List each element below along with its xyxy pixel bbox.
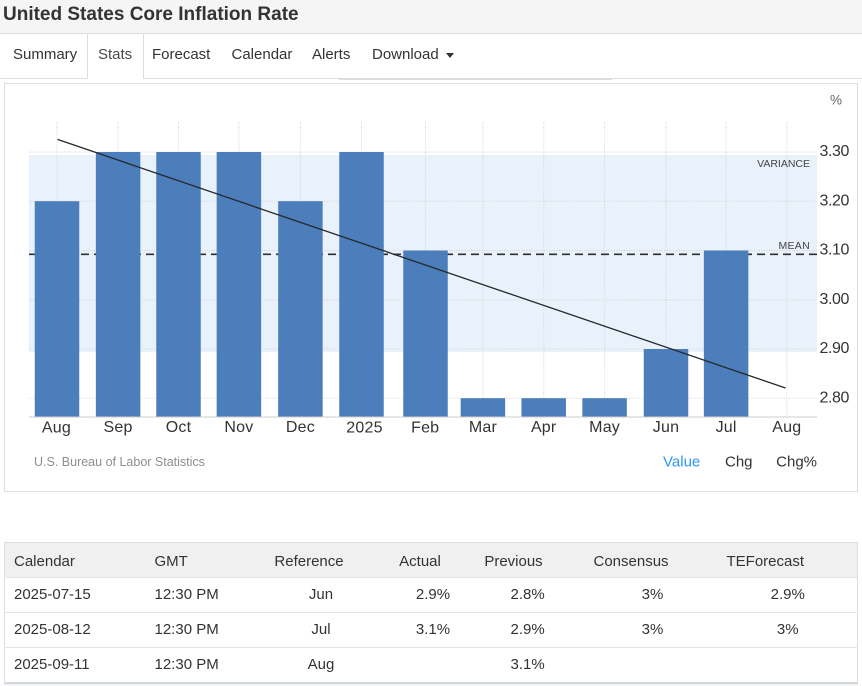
svg-text:2.80: 2.80	[820, 389, 850, 406]
svg-text:2.90: 2.90	[820, 340, 850, 357]
svg-text:Aug: Aug	[772, 419, 801, 436]
svg-text:2025: 2025	[346, 419, 382, 436]
svg-text:3.20: 3.20	[820, 192, 850, 209]
svg-text:Sep: Sep	[104, 419, 133, 436]
svg-text:Chg%: Chg%	[776, 454, 817, 471]
svg-text:%: %	[830, 93, 842, 108]
svg-text:U.S. Bureau of Labor Statistic: U.S. Bureau of Labor Statistics	[34, 455, 205, 469]
svg-text:Feb: Feb	[411, 419, 439, 436]
svg-text:MEAN: MEAN	[778, 240, 810, 252]
svg-text:3.00: 3.00	[820, 291, 850, 308]
svg-text:Mar: Mar	[469, 419, 498, 436]
svg-text:Apr: Apr	[531, 419, 557, 436]
svg-text:Jun: Jun	[653, 419, 679, 436]
svg-text:3.10: 3.10	[820, 242, 850, 259]
svg-text:3.30: 3.30	[820, 143, 850, 160]
svg-text:Value: Value	[663, 454, 700, 471]
svg-text:Nov: Nov	[224, 419, 253, 436]
svg-text:May: May	[589, 419, 620, 436]
svg-text:Dec: Dec	[286, 419, 315, 436]
svg-text:Oct: Oct	[166, 419, 192, 436]
svg-text:VARIANCE: VARIANCE	[757, 158, 810, 170]
svg-text:Chg: Chg	[725, 454, 753, 471]
svg-text:Jul: Jul	[716, 419, 737, 436]
svg-text:Aug: Aug	[42, 419, 71, 436]
